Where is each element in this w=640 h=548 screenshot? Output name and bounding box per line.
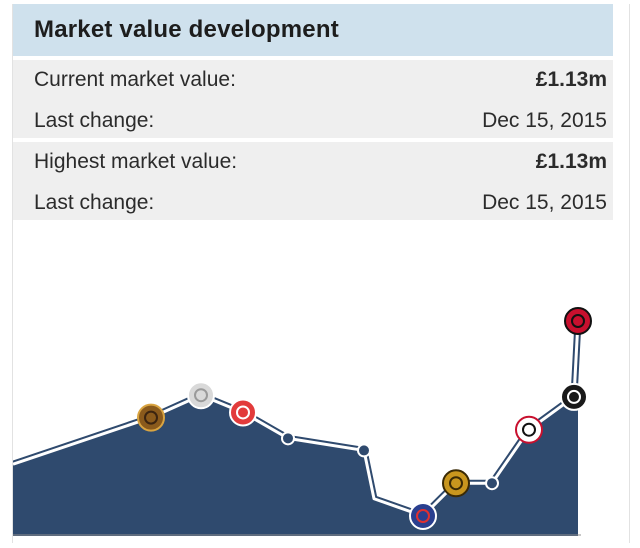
current-last-change-label: Last change: bbox=[34, 109, 155, 132]
club-crest-icon[interactable] bbox=[187, 381, 215, 410]
highest-last-change-row: Last change: Dec 15, 2015 bbox=[13, 183, 613, 222]
chart-point[interactable] bbox=[485, 476, 499, 491]
highest-market-value: £1.13m bbox=[535, 150, 607, 173]
club-crest-icon[interactable] bbox=[564, 307, 592, 335]
club-crest-icon[interactable] bbox=[515, 415, 543, 444]
highest-last-change-value: Dec 15, 2015 bbox=[482, 191, 607, 214]
highest-last-change-label: Last change: bbox=[34, 191, 155, 214]
club-crest-icon[interactable] bbox=[137, 403, 165, 432]
panel-header: Market value development bbox=[13, 4, 613, 60]
market-value-chart-svg[interactable] bbox=[11, 220, 613, 543]
panel-title: Market value development bbox=[34, 16, 339, 43]
club-crest-icon[interactable] bbox=[409, 502, 437, 530]
current-last-change-row: Last change: Dec 15, 2015 bbox=[13, 101, 613, 140]
current-market-value: £1.13m bbox=[535, 68, 607, 91]
current-last-change-value: Dec 15, 2015 bbox=[482, 109, 607, 132]
market-value-chart[interactable] bbox=[11, 220, 613, 543]
highest-value-group: Highest market value: £1.13m Last change… bbox=[13, 142, 613, 220]
club-crest-icon[interactable] bbox=[442, 469, 470, 498]
current-value-group: Current market value: £1.13m Last change… bbox=[13, 60, 613, 138]
club-crest-icon[interactable] bbox=[560, 382, 588, 411]
club-crest-icon[interactable] bbox=[229, 398, 257, 427]
market-value-panel: Market value development Current market … bbox=[11, 4, 630, 543]
current-market-value-label: Current market value: bbox=[34, 68, 236, 91]
highest-market-value-row: Highest market value: £1.13m bbox=[13, 142, 613, 181]
chart-point[interactable] bbox=[357, 443, 371, 458]
highest-market-value-label: Highest market value: bbox=[34, 150, 238, 173]
chart-point[interactable] bbox=[281, 431, 295, 446]
current-market-value-row: Current market value: £1.13m bbox=[13, 60, 613, 99]
chart-area-fill bbox=[13, 321, 578, 536]
